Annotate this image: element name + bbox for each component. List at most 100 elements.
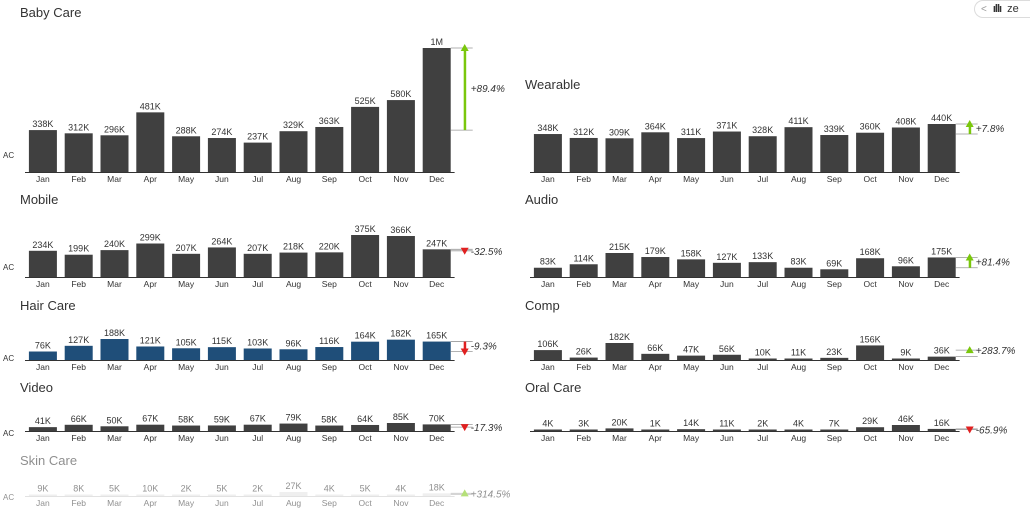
variance-label: +283.7% [976, 346, 1016, 357]
month-tick-label: Dec [429, 362, 445, 372]
bar [64, 254, 93, 277]
bar [677, 429, 706, 431]
bar [28, 130, 57, 172]
month-tick-label: Apr [144, 174, 157, 184]
data-label: 103K [247, 337, 268, 347]
month-tick-label: Oct [358, 362, 372, 372]
arrow-down-icon [460, 247, 469, 255]
data-label: 481K [140, 101, 161, 111]
variance-label: +89.4% [471, 84, 505, 95]
chart-audio: Audio 83K Jan 114K Feb 215K Mar 179K Apr 158K May 1… [525, 192, 1010, 289]
month-tick-label: Dec [934, 174, 950, 184]
bar [279, 349, 308, 360]
data-label: 288K [176, 125, 197, 135]
chevron-left-icon[interactable]: < [981, 3, 987, 15]
data-label: 215K [609, 242, 630, 252]
data-label: 5K [360, 484, 371, 494]
month-tick-label: Aug [791, 433, 806, 443]
data-label: 127K [68, 335, 89, 345]
data-label: 59K [214, 414, 230, 424]
arrow-up-icon [460, 44, 469, 51]
variance-bar [968, 124, 972, 135]
month-tick-label: Feb [71, 279, 86, 289]
month-tick-label: Aug [286, 362, 301, 372]
month-tick-label: Jan [541, 174, 555, 184]
bar-chart-icon: ıllı [992, 3, 1002, 15]
data-label: 312K [573, 127, 594, 137]
data-label: 338K [32, 119, 53, 129]
data-label: 7K [829, 419, 840, 429]
zoom-toolbar[interactable]: < ıllı ze [974, 0, 1030, 18]
data-label: 240K [104, 239, 125, 249]
data-label: 133K [752, 251, 773, 261]
bar [677, 355, 706, 360]
chart-title: Skin Care [20, 453, 77, 468]
bar [891, 358, 920, 360]
bar [28, 494, 57, 496]
variance-label: -32.5% [471, 247, 503, 258]
data-label: 66K [71, 414, 87, 424]
bar [748, 262, 777, 277]
bar [351, 341, 380, 360]
data-label: 3K [578, 419, 589, 429]
data-label: 175K [931, 246, 952, 256]
data-label: 328K [752, 125, 773, 135]
month-tick-label: Jun [720, 433, 734, 443]
month-tick-label: Feb [71, 174, 86, 184]
month-tick-label: Apr [649, 433, 662, 443]
variance-label: -17.3% [471, 423, 503, 434]
data-label: 10K [142, 484, 158, 494]
bar [351, 494, 380, 496]
month-tick-label: Jun [720, 174, 734, 184]
month-tick-label: Jun [215, 362, 229, 372]
bar [207, 494, 236, 496]
arrow-up-icon [965, 120, 974, 127]
bar [172, 425, 201, 431]
bar [569, 429, 598, 431]
month-tick-label: Sep [827, 362, 842, 372]
data-label: 375K [355, 224, 376, 234]
bar [422, 341, 451, 360]
data-label: 11K [791, 348, 806, 358]
chart-video: Video AC 41K Jan 66K Feb 50K Mar 67K Apr 58K May 59K… [3, 380, 502, 443]
month-tick-label: Jan [36, 362, 50, 372]
bar [279, 252, 308, 277]
month-tick-label: Jan [36, 279, 50, 289]
month-tick-label: Jan [36, 498, 50, 508]
bar [279, 131, 308, 172]
data-label: 9K [900, 348, 911, 358]
month-tick-label: Apr [144, 279, 157, 289]
bar [677, 138, 706, 172]
month-tick-label: Feb [576, 174, 591, 184]
month-tick-label: Jul [757, 433, 768, 443]
data-label: 165K [426, 331, 447, 341]
bar [856, 258, 885, 277]
data-label: 2K [181, 484, 192, 494]
month-tick-label: May [178, 498, 195, 508]
bar [386, 236, 415, 277]
month-tick-label: Jul [757, 174, 768, 184]
bar [712, 131, 741, 172]
bar [315, 494, 344, 496]
month-tick-label: Jul [757, 362, 768, 372]
data-label: 96K [285, 338, 301, 348]
bar [569, 357, 598, 360]
month-tick-label: Nov [393, 279, 409, 289]
variance-bar [968, 257, 972, 268]
bar [605, 428, 634, 431]
arrow-up-icon [965, 346, 974, 354]
bar [820, 429, 849, 431]
bar [315, 425, 344, 431]
bar [422, 424, 451, 431]
data-label: 115K [212, 336, 232, 346]
month-tick-label: Mar [612, 279, 627, 289]
data-label: 18K [429, 482, 445, 492]
data-label: 121K [140, 335, 161, 345]
month-tick-label: Oct [358, 498, 372, 508]
bar [712, 262, 741, 277]
arrow-down-icon [965, 426, 974, 434]
month-tick-label: Apr [649, 279, 662, 289]
data-label: 23K [826, 347, 842, 357]
bar [207, 138, 236, 172]
data-label: 56K [719, 344, 735, 354]
